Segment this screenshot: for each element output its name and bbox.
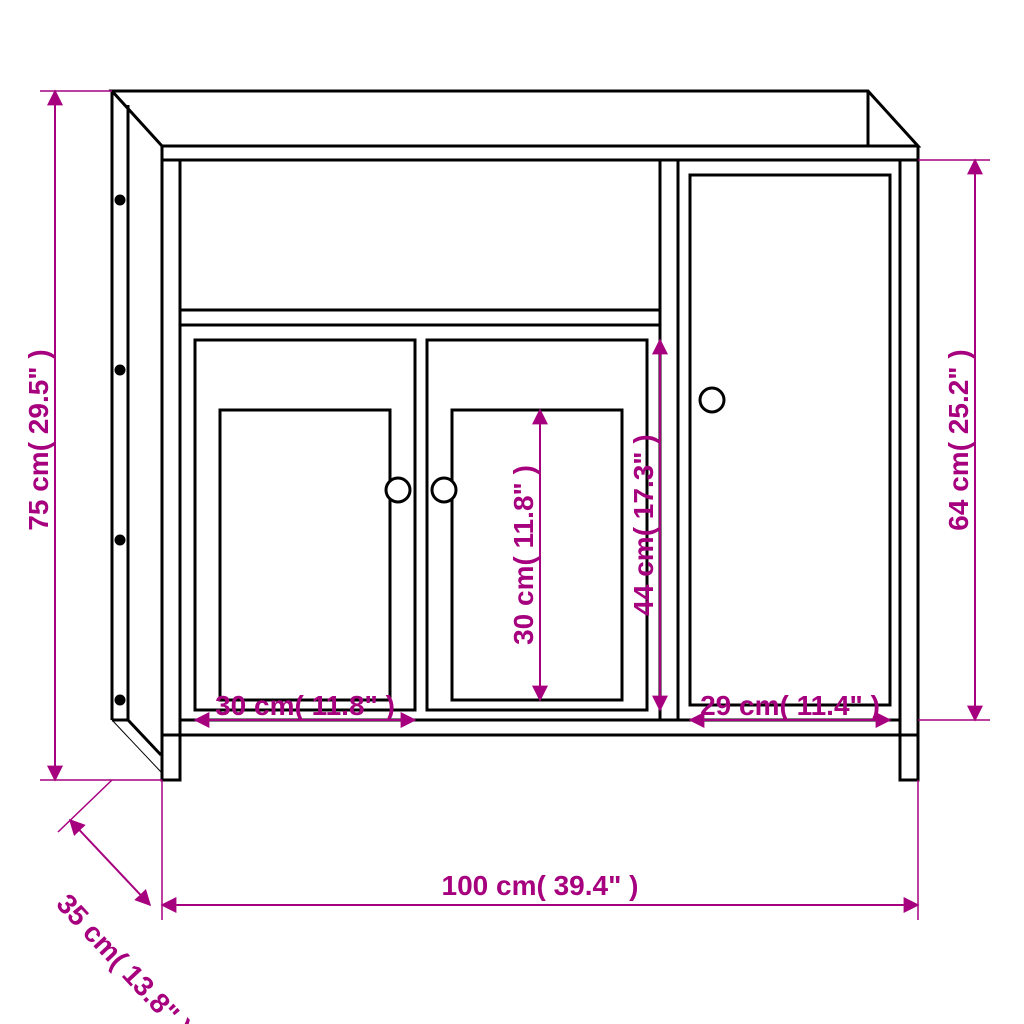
furniture-dimension-diagram: 75 cm( 29.5" ) 35 cm( 13.8" ) 100 cm( 39… [0,0,1024,1024]
cabinet-outline [112,91,918,780]
dim-right-door-width: 29 cm( 11.4" ) [700,690,880,721]
dim-right-height: 64 cm( 25.2" ) [943,349,974,530]
dim-total-width: 100 cm( 39.4" ) [442,870,639,901]
dim-door-width: 30 cm( 11.8" ) [215,690,395,721]
dim-door-panel-height: 30 cm( 11.8" ) [508,465,539,645]
dim-depth: 35 cm( 13.8" ) [51,888,197,1024]
dim-total-height: 75 cm( 29.5" ) [23,349,54,530]
dim-door-full-height: 44 cm( 17.3" ) [628,434,659,615]
